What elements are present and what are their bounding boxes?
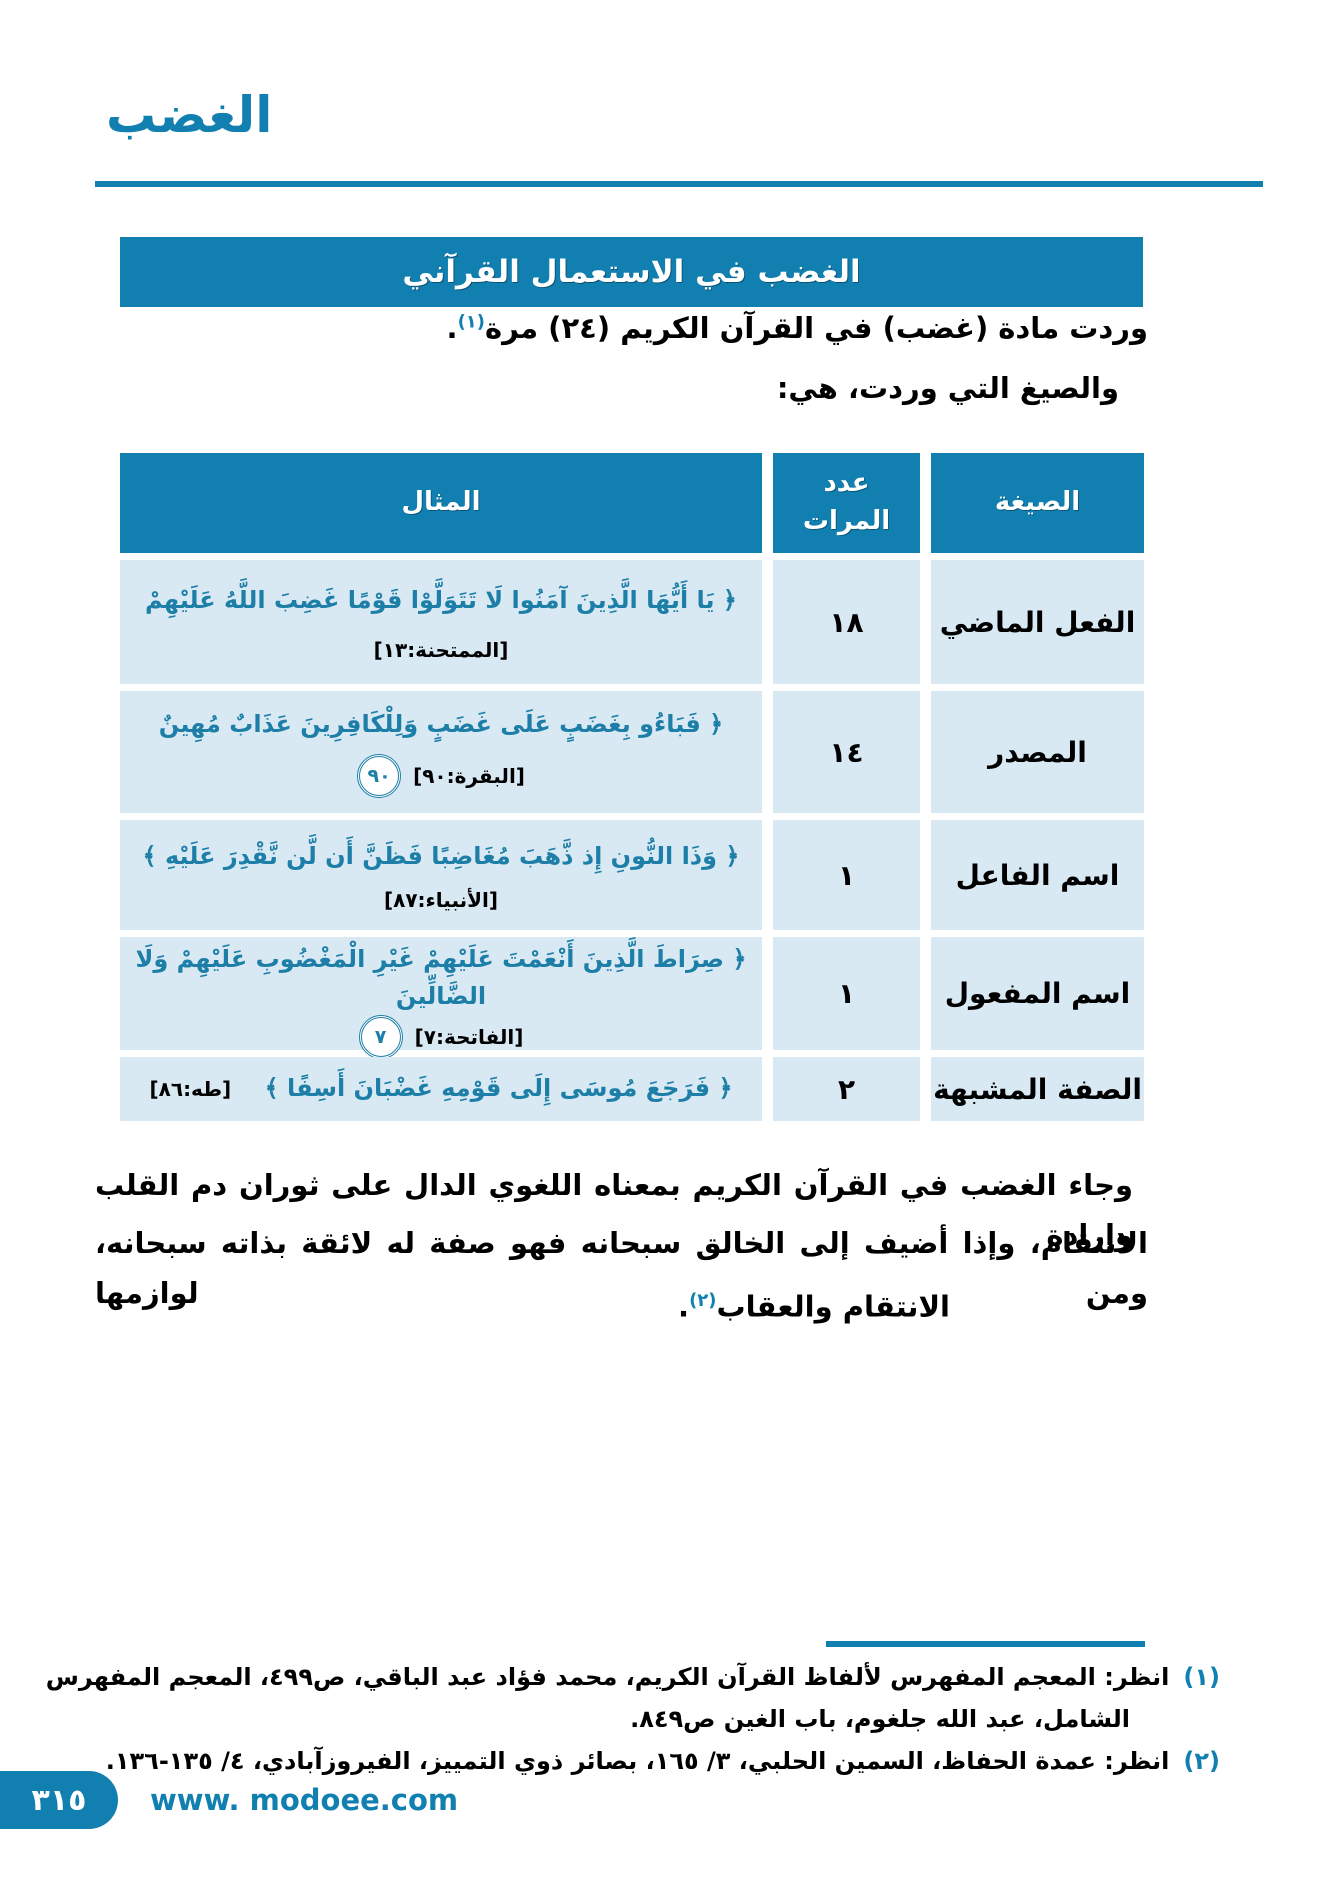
body-paragraph-line-1: وجاء الغضب في القرآن الكريم بمعناه اللغو…: [95, 1168, 1133, 1252]
paragraph-line-3-text: الانتقام والعقاب: [716, 1289, 950, 1324]
intro-line-2: والصيغ التي وردت، هي:: [776, 371, 1119, 405]
header-rule: [95, 181, 1263, 187]
body-paragraph-line-3: الانتقام والعقاب(٢).: [678, 1276, 950, 1332]
table-row-5-count: ٢: [773, 1057, 920, 1121]
footnote-separator-rule: [826, 1641, 1145, 1647]
intro-line-1-period: .: [446, 311, 458, 345]
footnote-1: (١) انظر: المعجم المفهرس لألفاظ القرآن ال…: [46, 1657, 1220, 1697]
table-row-2-count: ١٤: [773, 691, 920, 813]
verse-reference-line: [البقرة:٩٠] ٩٠: [357, 754, 525, 799]
ayah-number-medallion: ٩٠: [357, 754, 402, 799]
ayah-number-medallion: ٧: [358, 1015, 403, 1060]
verse-reference: [الأنبياء:٨٧]: [383, 888, 499, 913]
verse-reference-line: [الممتحنة:١٣]: [374, 638, 509, 662]
verse-reference: [الممتحنة:١٣]: [373, 637, 509, 662]
website-link[interactable]: www. modoee.com: [150, 1783, 459, 1817]
footnote-ref-2: (٢): [689, 1290, 717, 1311]
table-row-2-form: المصدر: [931, 691, 1144, 813]
verse-reference-line: [الأنبياء:٨٧]: [384, 888, 498, 912]
verse-text: ﴿ فَرَجَعَ مُوسَى إِلَى قَوْمِهِ غَضْبَا…: [264, 1074, 733, 1103]
table-row-3-count: ١: [773, 820, 920, 930]
footnote-2-marker: (٢): [1183, 1747, 1220, 1775]
column-header-example: المثال: [120, 453, 762, 553]
table-row-4-form: اسم المفعول: [931, 937, 1144, 1050]
verse-reference: [البقرة:٩٠]: [413, 764, 525, 789]
page-number-badge: ٣١٥: [0, 1771, 118, 1829]
verse-text: ﴿ فَبَاءُو بِغَضَبٍ عَلَى غَضَبٍ وَلِلْك…: [158, 709, 724, 738]
body-paragraph-line-2: الانتقام، وإذا أضيف إلى الخالق سبحانه فه…: [95, 1226, 1148, 1310]
quranic-usage-table: الصيغة عدد المرات المثال الفعل الماضي ١٨…: [120, 453, 1144, 1121]
paragraph-line-3-period: .: [678, 1289, 690, 1324]
column-header-count: عدد المرات: [773, 453, 920, 553]
intro-line-1: وردت مادة (غضب) في القرآن الكريم (٢٤) مر…: [447, 311, 1148, 345]
footnote-1-continuation: الشامل، عبد الله جلغوم، باب الغين ص٨٤٩.: [630, 1705, 1130, 1733]
table-row-4-example: ﴿ صِرَاطَ الَّذِينَ أَنْعَمْتَ عَلَيْهِم…: [120, 937, 762, 1060]
chapter-title: الغضب: [106, 86, 273, 144]
table-row-1-example: ﴿ يَا أَيُّهَا الَّذِينَ آمَنُوا لَا تَت…: [120, 560, 762, 684]
verse-reference-line: [الفاتحة:٧] ٧: [358, 1015, 524, 1060]
verse-reference: [طه:٨٦]: [149, 1077, 232, 1101]
footnote-2-text: انظر: عمدة الحفاظ، السمين الحلبي، ٣/ ١٦٥…: [105, 1747, 1170, 1775]
verse-text: ﴿ صِرَاطَ الَّذِينَ أَنْعَمْتَ عَلَيْهِم…: [135, 945, 747, 1011]
table-row-5-example: ﴿ فَرَجَعَ مُوسَى إِلَى قَوْمِهِ غَضْبَا…: [120, 1057, 762, 1121]
footnote-2: (٢) انظر: عمدة الحفاظ، السمين الحلبي، ٣/ …: [106, 1741, 1220, 1781]
table-row-1-form: الفعل الماضي: [931, 560, 1144, 684]
intro-line-1-text: وردت مادة (غضب) في القرآن الكريم (٢٤) مر…: [484, 311, 1148, 345]
table-row-4-count: ١: [773, 937, 920, 1050]
footnote-ref-1: (١): [457, 311, 485, 333]
section-title-bar: الغضب في الاستعمال القرآني: [120, 237, 1143, 307]
table-row-1-count: ١٨: [773, 560, 920, 684]
table-row-3-form: اسم الفاعل: [931, 820, 1144, 930]
verse-reference: [الفاتحة:٧]: [414, 1025, 524, 1050]
column-header-form: الصيغة: [931, 453, 1144, 553]
table-row-5-form: الصفة المشبهة: [931, 1057, 1144, 1121]
footnote-1-marker: (١): [1183, 1663, 1220, 1691]
verse-text: ﴿ يَا أَيُّهَا الَّذِينَ آمَنُوا لَا تَت…: [145, 586, 737, 615]
verse-text: ﴿ وَذَا النُّونِ إِذ ذَّهَبَ مُغَاضِبًا …: [142, 841, 740, 870]
table-row-2-example: ﴿ فَبَاءُو بِغَضَبٍ عَلَى غَضَبٍ وَلِلْك…: [120, 691, 762, 813]
table-row-3-example: ﴿ وَذَا النُّونِ إِذ ذَّهَبَ مُغَاضِبًا …: [120, 820, 762, 930]
footnote-1-text: انظر: المعجم المفهرس لألفاظ القرآن الكري…: [45, 1663, 1170, 1691]
